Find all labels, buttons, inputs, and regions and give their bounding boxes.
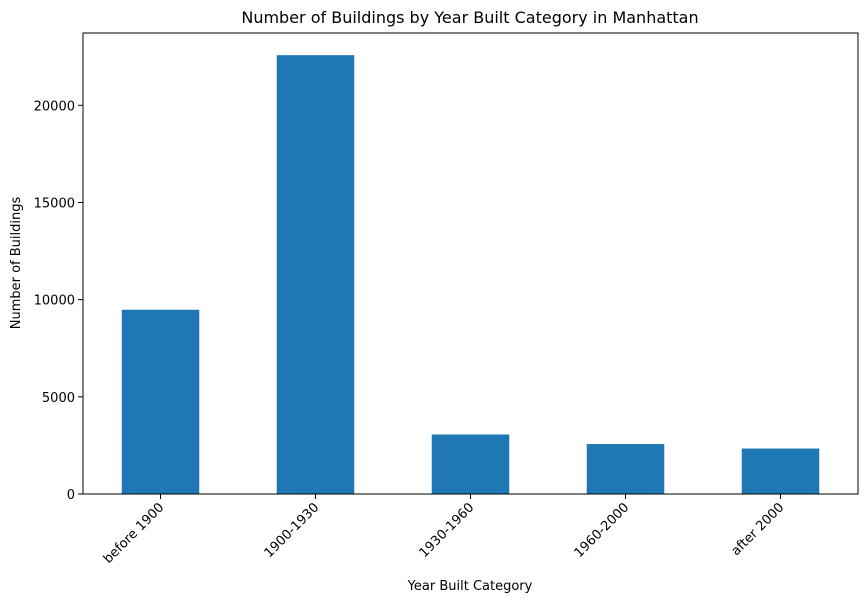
x-axis-ticks: before 1900 1900-1930 1930-1960 1960-2000 af… — [101, 494, 788, 567]
bars-group — [121, 55, 820, 495]
y-tick-label-0: 0 — [67, 488, 75, 503]
plot-frame — [82, 32, 859, 495]
x-tick-label-0: before 1900 — [101, 500, 168, 567]
y-tick-label-2: 10000 — [34, 294, 75, 309]
y-axis-label: Number of Buildings — [9, 197, 24, 330]
bar-2 — [431, 434, 510, 494]
bar-3 — [586, 444, 665, 494]
y-axis-ticks: 0 5000 10000 15000 20000 — [34, 99, 83, 503]
x-tick-label-1: 1900-1930 — [262, 500, 323, 561]
x-tick-label-2: 1930-1960 — [417, 500, 478, 561]
x-tick-label-4: after 2000 — [729, 500, 788, 559]
bar-0 — [121, 309, 200, 494]
y-tick-label-4: 20000 — [34, 99, 75, 114]
bar-1 — [276, 55, 355, 495]
x-tick-label-3: 1960-2000 — [572, 500, 633, 561]
bar-4 — [741, 448, 820, 494]
y-tick-label-1: 5000 — [42, 391, 75, 406]
chart-title: Number of Buildings by Year Built Catego… — [241, 8, 698, 27]
y-tick-label-3: 15000 — [34, 196, 75, 211]
x-axis-label: Year Built Category — [407, 579, 533, 594]
